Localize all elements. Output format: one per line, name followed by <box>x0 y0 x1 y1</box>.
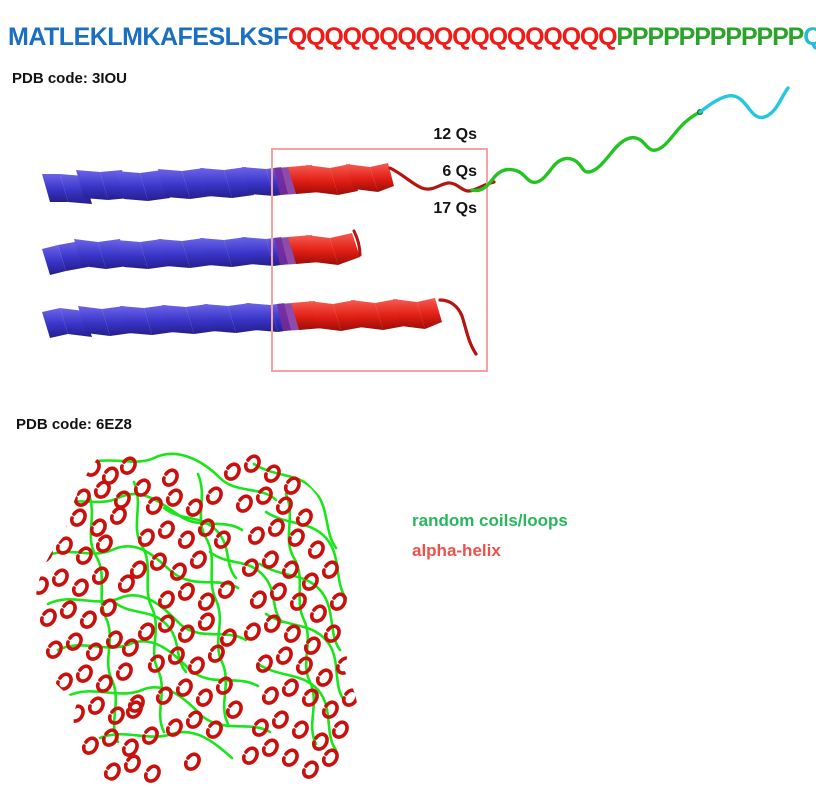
structure-panel-3iou <box>0 80 816 390</box>
helix-red-region <box>288 233 360 265</box>
coil-cyan-segment <box>698 86 790 120</box>
structure-panel-6ez8 <box>14 438 384 788</box>
protein-globule-render <box>35 452 359 783</box>
helix-blue-region <box>42 167 288 204</box>
coil-red-stub <box>352 229 362 257</box>
annotation-6-qs: 6 Qs <box>442 163 477 180</box>
sequence-header: MATLEKLMKAFESLKSF QQQQQQQQQQQQQQQQQQ PPP… <box>8 22 816 52</box>
sequence-segment-n-terminal-helix: MATLEKLMKAFESLKSF <box>8 22 288 51</box>
annotation-17-qs: 17 Qs <box>433 200 477 217</box>
helix-blue-region <box>42 237 288 275</box>
legend-random-coils: random coils/loops <box>412 511 568 530</box>
annotation-12-qs: 12 Qs <box>433 126 477 143</box>
helix-red-region <box>291 298 442 331</box>
pdb-code-label-6ez8: PDB code: 6EZ8 <box>16 416 132 433</box>
legend-alpha-helix: alpha-helix <box>412 541 501 560</box>
coil-red-descending-tail <box>438 298 478 356</box>
polyq-highlight-box <box>271 148 488 372</box>
ribbon-chain-17qs <box>42 298 478 356</box>
sequence-segment-polyglutamine: QQQQQQQQQQQQQQQQQQ <box>287 22 618 51</box>
ribbon-chain-6qs <box>42 229 362 275</box>
globule-body <box>35 452 359 783</box>
sequence-segment-c-terminal-tail: QLPQP <box>803 22 816 51</box>
pdb-code-label-3iou: PDB code: 3IOU <box>12 70 128 87</box>
coil-green-segment <box>470 110 702 193</box>
sequence-segment-polyproline: PPPPPPPPPPPP <box>616 22 804 51</box>
helix-blue-region <box>42 303 291 338</box>
ribbon-chain-12qs <box>42 163 496 204</box>
alpha-helix-coils <box>35 454 359 783</box>
helix-red-region <box>288 163 394 195</box>
random-coil-tail <box>470 86 790 193</box>
